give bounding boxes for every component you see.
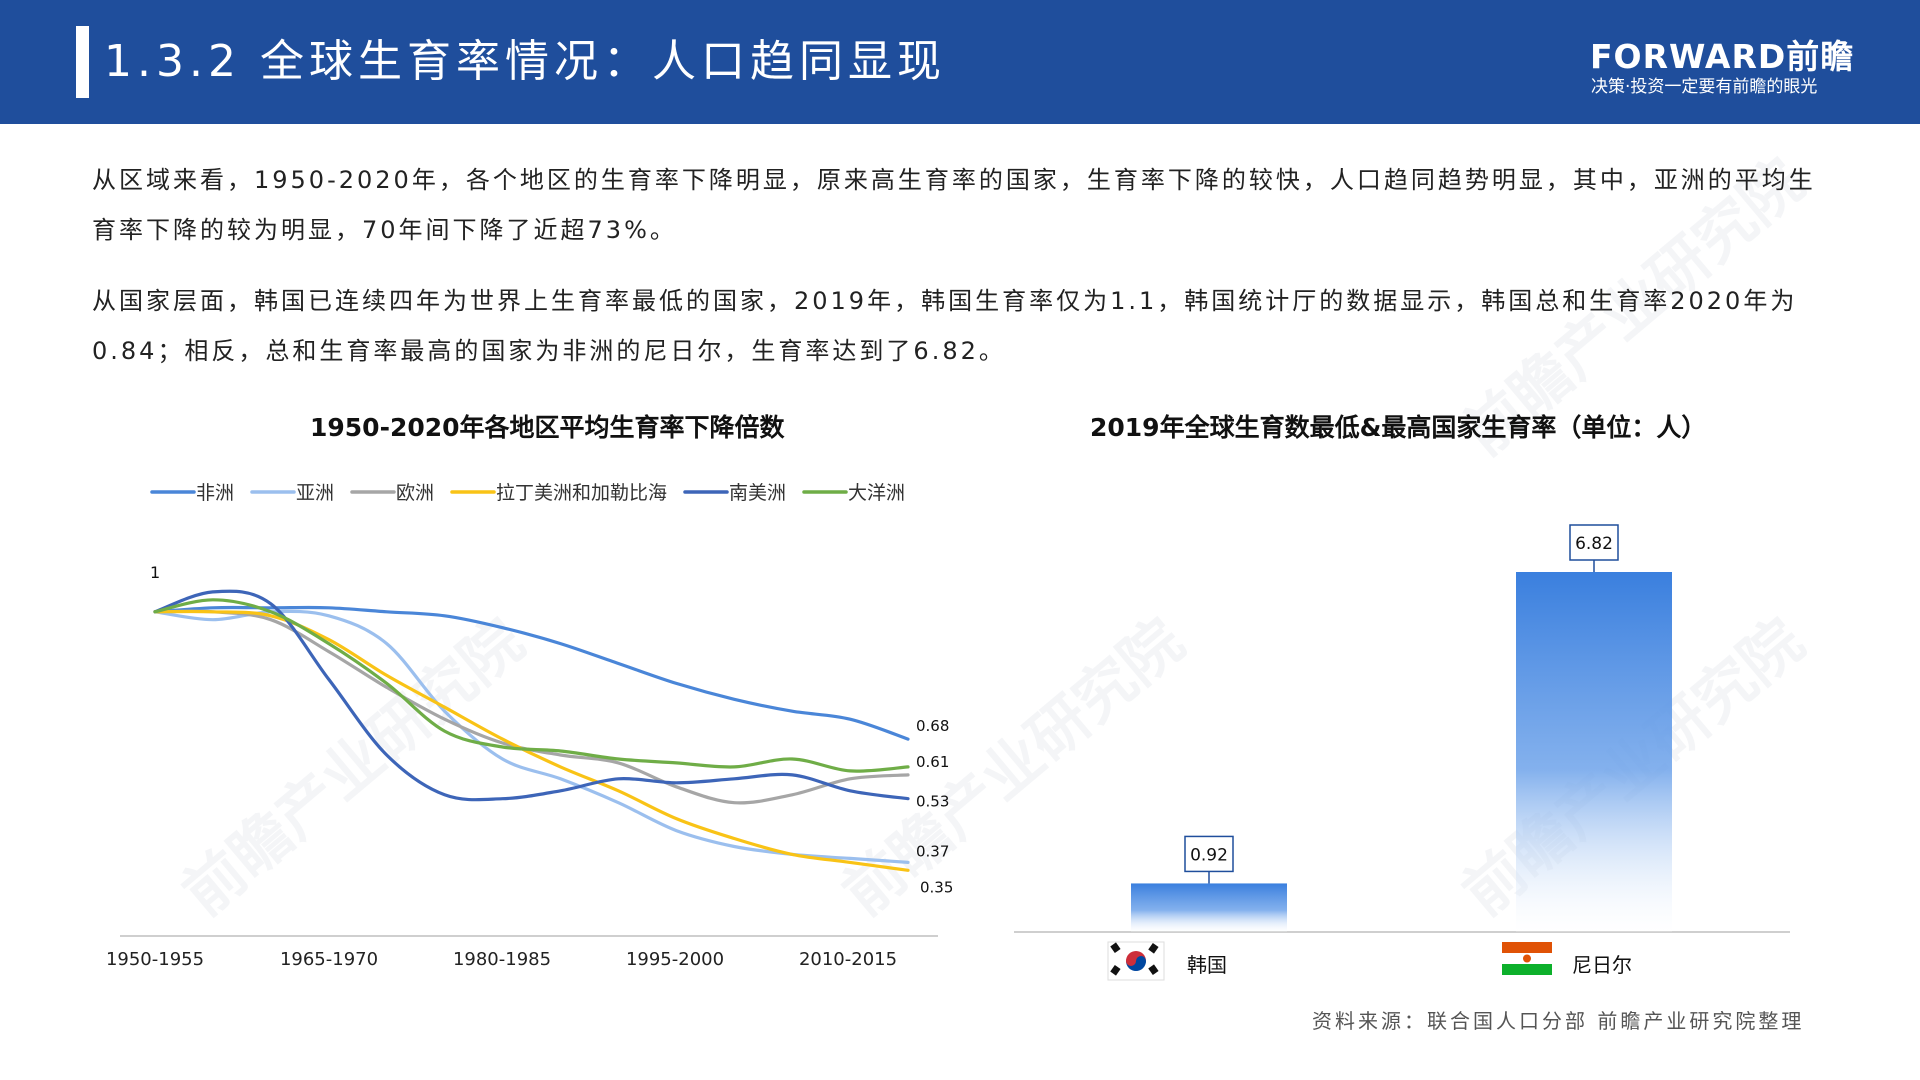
legend-label: 南美洲 [729,482,786,504]
south-korea-flag-icon [1107,941,1165,981]
legend-label: 拉丁美洲和加勒比海 [496,482,667,504]
bar [1131,883,1287,932]
legend-item: 拉丁美洲和加勒比海 [450,482,667,504]
legend-label: 亚洲 [296,482,334,504]
bar-value-label: 6.82 [1575,534,1613,554]
start-value-label: 1 [150,563,160,582]
x-tick-label: 2010-2015 [799,949,897,970]
category-label: 尼日尔 [1572,953,1632,977]
series-line [153,609,910,864]
legend-item: 欧洲 [350,482,434,504]
end-value-label: 0.61 [916,753,949,771]
legend-item: 非洲 [150,482,234,504]
x-tick-label: 1965-1970 [280,949,378,970]
value-label-box [1569,524,1619,561]
header-bar: 1.3.2 全球生育率情况：人口趋同显现 FORWARD前瞻 决策·投资一定要有… [0,0,1920,124]
legend-label: 非洲 [196,482,234,504]
category-label: 韩国 [1187,953,1227,977]
line-chart: 非洲 亚洲 欧洲 拉丁美洲和加勒比海 南美洲 大洋洲 1950-1955 1965-1970 1… [106,482,953,970]
bar-value-label: 0.92 [1190,845,1228,865]
end-value-label: 0.35 [920,878,953,896]
line-chart-title: 1950-2020年各地区平均生育率下降倍数 [310,413,785,442]
paragraph-country: 从国家层面，韩国已连续四年为世界上生育率最低的国家，2019年，韩国生育率仅为1… [92,287,1798,365]
niger-flag-icon [1502,942,1552,975]
legend-item: 大洋洲 [802,482,905,504]
legend-label: 欧洲 [396,482,434,504]
page-title: 1.3.2 全球生育率情况：人口趋同显现 [104,36,946,87]
bar-chart: 0.92 韩国 6.82 尼日尔 [1014,524,1790,981]
paragraph-region: 从区域来看，1950-2020年，各个地区的生育率下降明显，原来高生育率的国家，… [92,166,1816,244]
legend-label: 大洋洲 [848,482,905,504]
bar [1516,572,1672,932]
title-accent [76,26,89,98]
source-note: 资料来源：联合国人口分部 前瞻产业研究院整理 [1312,1009,1805,1033]
x-tick-label: 1980-1985 [453,949,551,970]
logo-slogan: 决策·投资一定要有前瞻的眼光 [1591,77,1818,97]
series-line [153,609,910,872]
series-line [153,598,910,773]
value-label-box [1184,835,1234,873]
legend-item: 南美洲 [683,482,786,504]
series-line [153,589,910,802]
x-tick-label: 1950-1955 [106,949,204,970]
series-line [153,605,910,741]
legend-item: 亚洲 [250,482,334,504]
forward-logo: FORWARD前瞻 [1590,37,1855,76]
end-value-label: 0.37 [916,842,949,860]
bar-chart-title: 2019年全球生育数最低&最高国家生育率（单位：人） [1090,413,1707,442]
x-tick-label: 1995-2000 [626,949,724,970]
end-value-label: 0.53 [916,793,949,811]
end-value-label: 0.68 [916,717,949,735]
